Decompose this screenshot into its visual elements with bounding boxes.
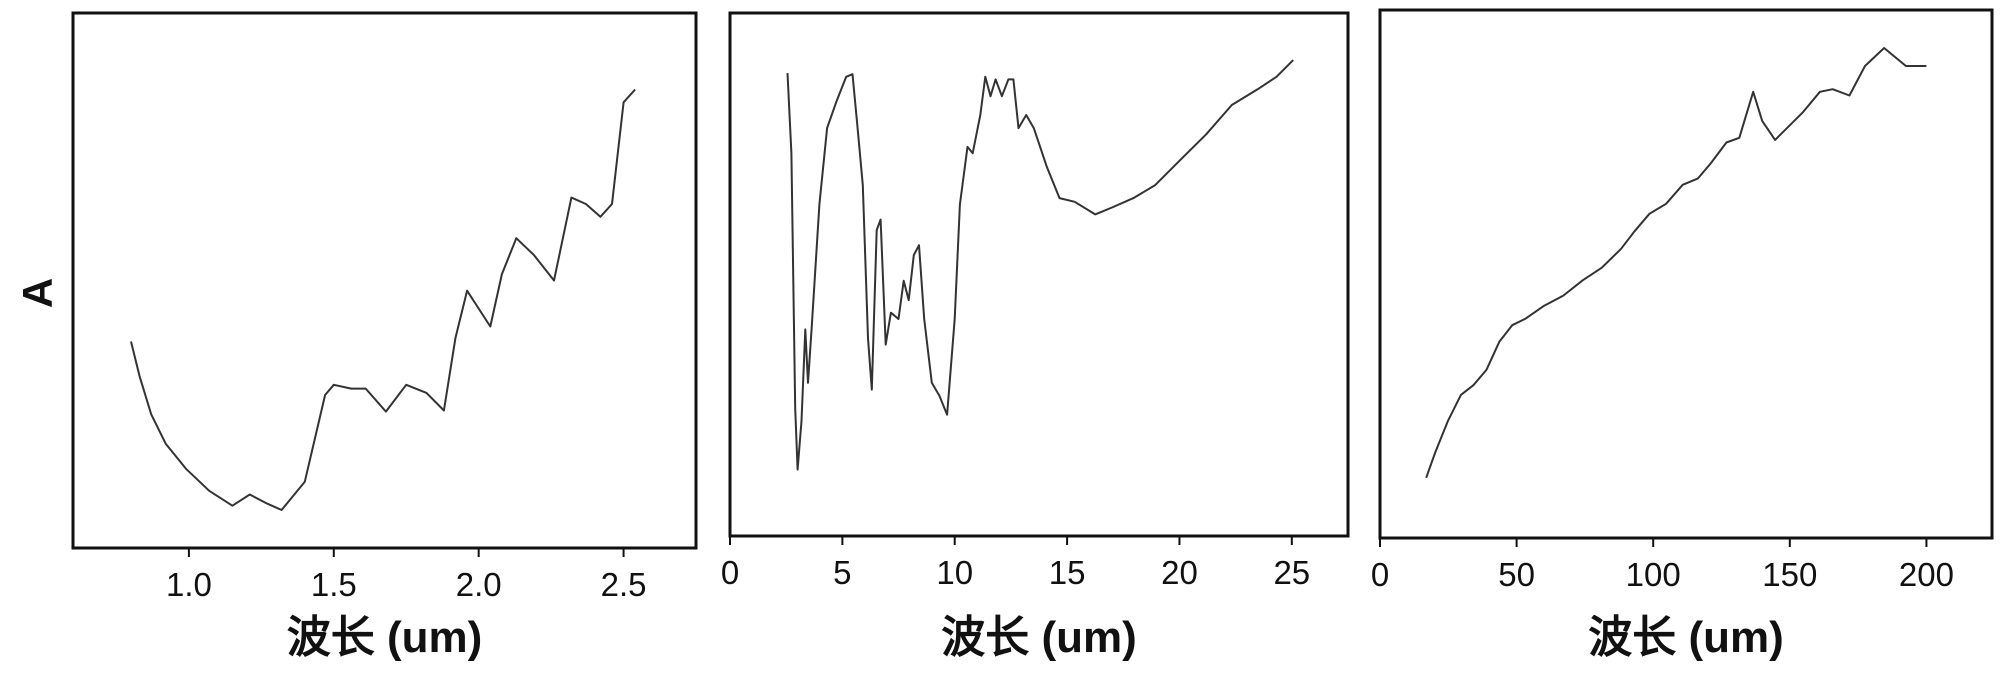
plot-frame xyxy=(1378,8,1994,540)
data-line xyxy=(786,59,1294,471)
x-tick-label: 200 xyxy=(1899,556,1954,593)
x-tick-label: 10 xyxy=(936,554,973,591)
x-tick-label: 20 xyxy=(1161,554,1198,591)
x-tick-label: 150 xyxy=(1762,556,1817,593)
x-tick-label: 0 xyxy=(1371,556,1389,593)
x-tick-label: 1.0 xyxy=(166,566,212,603)
data-line xyxy=(130,88,636,511)
x-tick-label: 15 xyxy=(1049,554,1086,591)
x-axis-title: 波长 (um) xyxy=(1588,613,1784,662)
x-tick-label: 1.5 xyxy=(311,566,357,603)
x-axis-title: 波长 (um) xyxy=(941,613,1137,662)
x-tick-label: 2.5 xyxy=(601,566,647,603)
x-tick-label: 25 xyxy=(1273,554,1310,591)
x-tick-label: 5 xyxy=(833,554,851,591)
y-axis-title: A xyxy=(14,278,61,308)
x-axis-title: 波长 (um) xyxy=(287,613,483,662)
x-tick-label: 2.0 xyxy=(456,566,502,603)
data-line xyxy=(1425,47,1927,479)
x-tick-label: 100 xyxy=(1626,556,1681,593)
x-tick-label: 50 xyxy=(1498,556,1535,593)
plot-frame xyxy=(71,11,698,550)
panel: 0 5 10 15 20 25 波长 (um) xyxy=(721,11,1350,662)
panel: 0 50 100 150 200 波长 (um) xyxy=(1371,8,1994,662)
x-tick-label: 0 xyxy=(721,554,739,591)
panel: 1.0 1.5 2.0 2.5 波长 (um) A xyxy=(14,11,698,662)
plot-frame xyxy=(728,11,1350,538)
